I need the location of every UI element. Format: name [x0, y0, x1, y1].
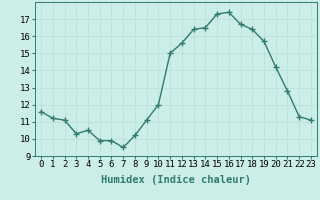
X-axis label: Humidex (Indice chaleur): Humidex (Indice chaleur)	[101, 175, 251, 185]
